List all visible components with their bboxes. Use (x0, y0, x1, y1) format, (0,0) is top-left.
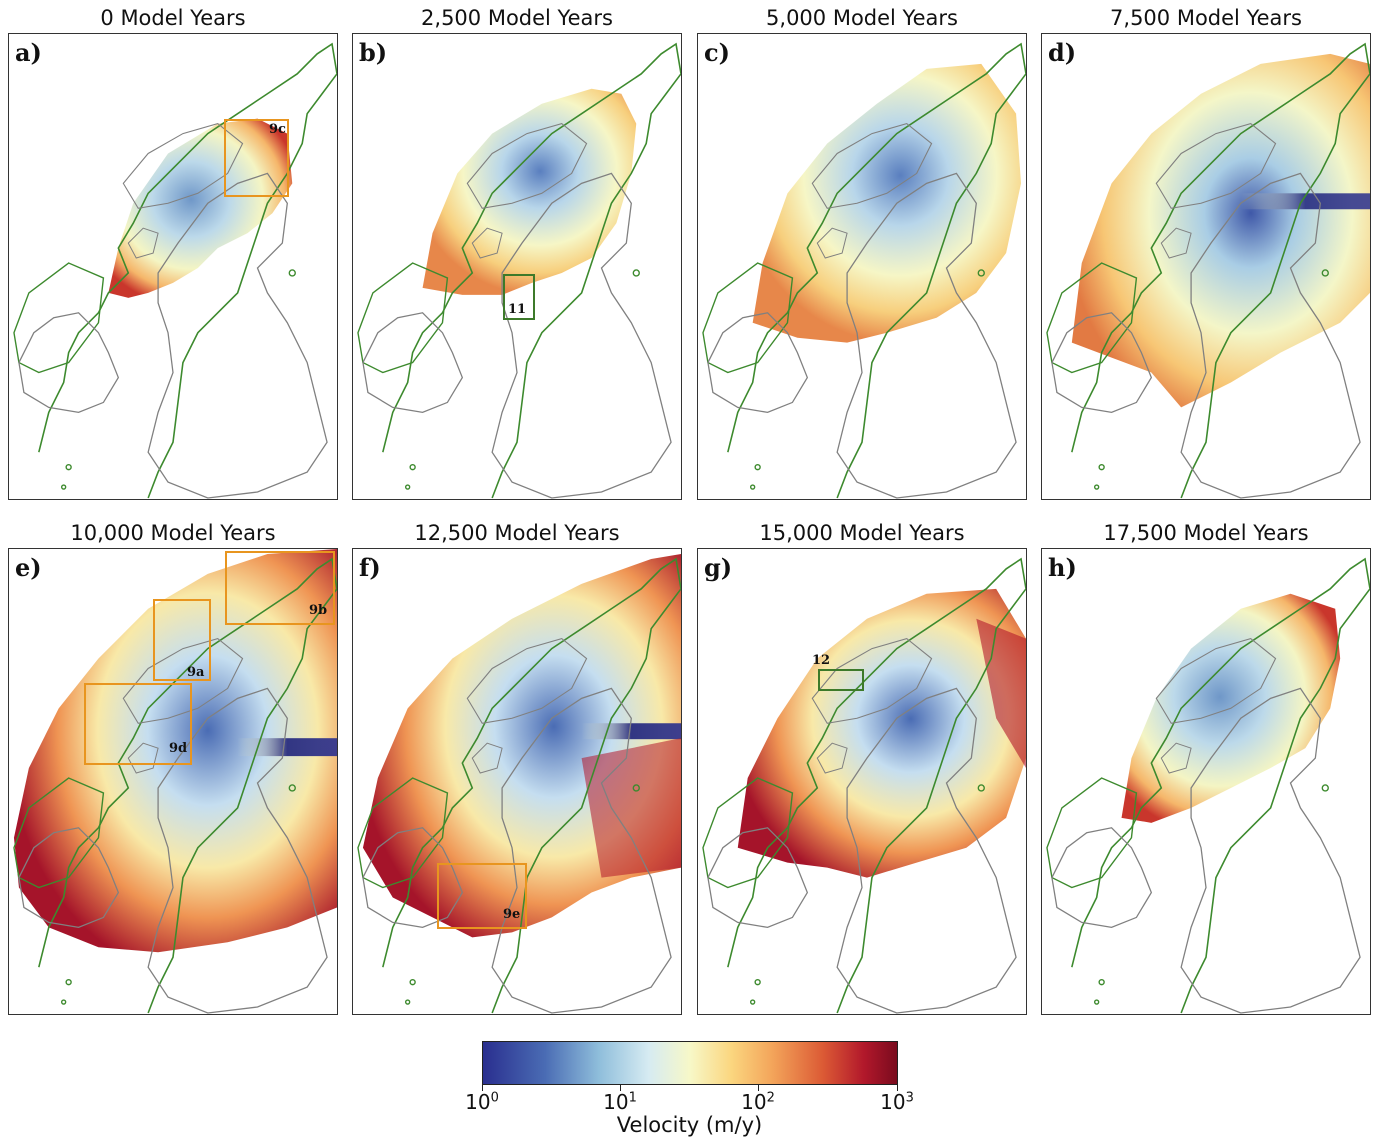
ice-velocity-map-g (702, 558, 1026, 1014)
colorbar-tick-label-0: 100 (465, 1090, 499, 1114)
panel-letter-e: e) (15, 553, 42, 582)
map-panel-c: c) (697, 33, 1027, 500)
colorbar-tick-label-2: 102 (741, 1090, 775, 1114)
ice-velocity-map-d (1046, 43, 1370, 499)
panel-title-b: 2,500 Model Years (421, 6, 613, 30)
inset-label-9a: 9a (187, 665, 205, 680)
inset-box-9e (437, 863, 527, 929)
inset-label-9b: 9b (309, 603, 328, 618)
map-panel-h: h) (1041, 548, 1371, 1015)
panel-title-h: 17,500 Model Years (1103, 521, 1309, 545)
colorbar-tick-0 (482, 1085, 483, 1091)
map-panel-e: e) 9b 9a 9d (8, 548, 338, 1015)
panel-title-a: 0 Model Years (100, 6, 246, 30)
inset-label-9e: 9e (503, 907, 521, 922)
inset-label-11: 11 (508, 302, 527, 317)
ice-velocity-map-f (357, 553, 681, 1014)
panel-title-d: 7,500 Model Years (1110, 6, 1302, 30)
panel-title-c: 5,000 Model Years (766, 6, 958, 30)
map-panel-a: a) 9c (8, 33, 338, 500)
panel-letter-a: a) (15, 38, 42, 67)
map-panel-f: f) 9e (352, 548, 682, 1015)
map-panel-g: g) 12 (697, 548, 1027, 1015)
inset-box-9d (84, 683, 192, 765)
panel-title-e: 10,000 Model Years (70, 521, 276, 545)
ice-velocity-map-e (13, 549, 337, 1014)
colorbar-tick-2 (758, 1085, 759, 1091)
panel-letter-g: g) (704, 553, 733, 582)
panel-title-f: 12,500 Model Years (414, 521, 620, 545)
panel-letter-h: h) (1048, 553, 1077, 582)
inset-label-9d: 9d (169, 741, 188, 756)
map-panel-d: d) (1041, 33, 1371, 500)
panel-letter-c: c) (704, 38, 730, 67)
inset-box-11 (503, 274, 535, 320)
colorbar-label: Velocity (m/y) (616, 1113, 763, 1137)
ice-velocity-map-b (357, 43, 681, 499)
inset-label-9c: 9c (269, 122, 286, 137)
inset-box-9c (224, 119, 289, 197)
ice-velocity-map-c (702, 43, 1026, 499)
colorbar-tick-label-1: 101 (603, 1090, 637, 1114)
colorbar-tick-3 (897, 1085, 898, 1091)
colorbar-tick-1 (620, 1085, 621, 1091)
inset-box-12 (818, 669, 864, 691)
panel-letter-d: d) (1048, 38, 1077, 67)
ice-velocity-map-a (13, 43, 337, 499)
colorbar-tick-label-3: 103 (880, 1090, 914, 1114)
map-panel-b: b) 11 (352, 33, 682, 500)
panel-letter-f: f) (359, 553, 381, 582)
ice-velocity-map-h (1046, 558, 1370, 1014)
inset-box-9a (153, 599, 211, 681)
panel-letter-b: b) (359, 38, 388, 67)
inset-label-12: 12 (812, 653, 831, 668)
velocity-colorbar (482, 1041, 898, 1085)
inset-box-9b (225, 551, 335, 625)
panel-title-g: 15,000 Model Years (759, 521, 965, 545)
